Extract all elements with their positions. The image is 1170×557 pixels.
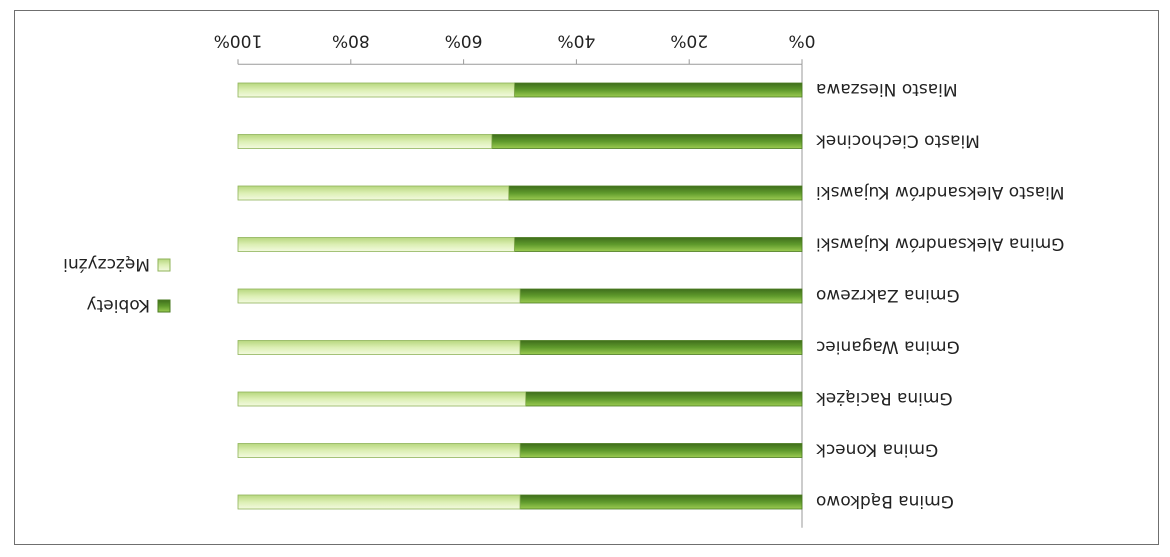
category-label: Gmina Waganiec [816, 337, 960, 357]
legend-swatch-mezczyzni [157, 258, 171, 272]
bar-mezczyzni [237, 494, 521, 510]
tick-label: 100% [214, 30, 263, 50]
tick-label: 40% [558, 30, 596, 50]
bar-kobiety [491, 134, 803, 149]
legend-label-mezczyzni: Mężczyźni [63, 254, 150, 274]
category-label: Gmina Bądkowo [816, 491, 954, 511]
bar-mezczyzni [237, 391, 527, 407]
category-label: Miasto Ciechocinek [816, 131, 980, 151]
category-label: Gmina Zakrzewo [816, 285, 960, 305]
category-label: Miasto Aleksandrów Kujawski [816, 182, 1065, 202]
category-label: Miasto Nieszawa [816, 79, 958, 99]
bar-mezczyzni [237, 82, 515, 98]
bar-kobiety [519, 288, 803, 304]
bars-layer [237, 82, 803, 510]
tick-label: 0% [789, 30, 816, 50]
bar-mezczyzni [237, 288, 521, 304]
bar-kobiety [519, 340, 803, 355]
bar-kobiety [519, 443, 803, 458]
bar-kobiety [513, 82, 803, 98]
bar-kobiety [513, 237, 803, 252]
bar-mezczyzni [237, 340, 521, 355]
tick-label: 80% [332, 30, 370, 50]
tick-labels: 0% 20% 40% 60% 80% 100% [214, 30, 816, 50]
bar-mezczyzni [237, 443, 521, 458]
bar-mezczyzni [237, 185, 510, 201]
legend: Kobiety Mężczyźni [63, 254, 171, 315]
bar-kobiety [525, 391, 803, 407]
legend-label-kobiety: Kobiety [87, 295, 150, 315]
category-label: Gmina Koneck [816, 440, 938, 460]
bar-mezczyzni [237, 237, 515, 252]
category-labels: Gmina Bądkowo Gmina Koneck Gmina Raciążek G… [816, 79, 1065, 511]
bar-mezczyzni [237, 134, 493, 149]
legend-swatch-kobiety [157, 299, 171, 313]
bar-kobiety [508, 185, 803, 201]
bar-kobiety [519, 494, 803, 510]
category-label: Gmina Raciążek [816, 388, 953, 408]
tick-label: 60% [445, 30, 483, 50]
category-label: Gmina Aleksandrów Kujawski [816, 234, 1064, 254]
tick-label: 20% [670, 30, 708, 50]
